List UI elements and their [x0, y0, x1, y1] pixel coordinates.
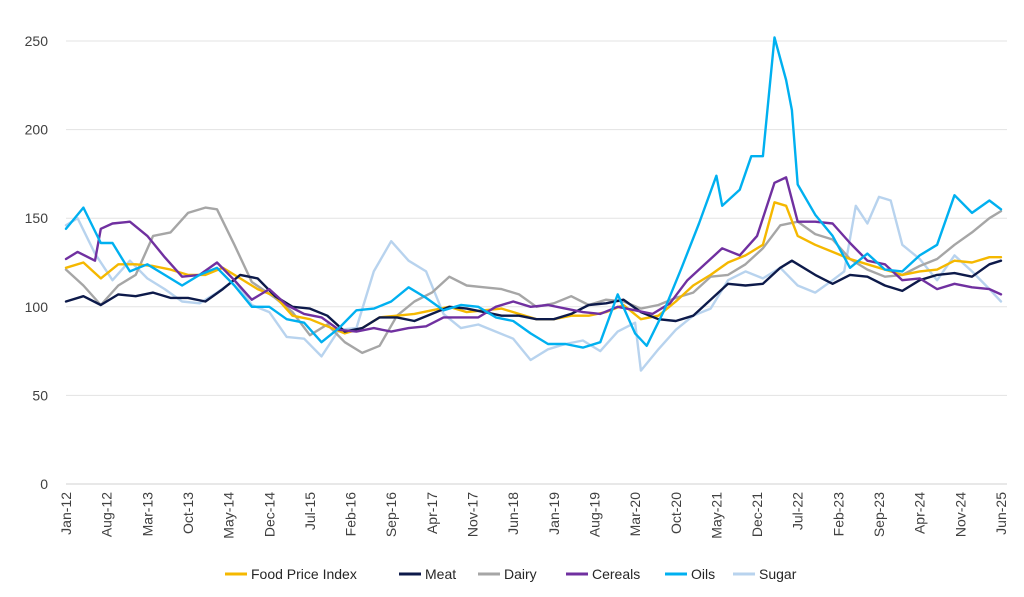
series-line-oils [64, 36, 1003, 349]
x-tick-label: Aug-12 [99, 492, 115, 537]
legend-item: Food Price Index [225, 566, 357, 582]
x-tick-label: Jul-15 [302, 492, 318, 530]
legend-label: Food Price Index [251, 566, 357, 582]
x-tick-label: Apr-24 [912, 492, 928, 534]
series-lines [64, 36, 1003, 372]
series-line-sugar [64, 195, 1003, 372]
y-tick-label: 0 [40, 476, 48, 492]
x-tick-label: May-21 [708, 492, 724, 539]
legend-item: Sugar [733, 566, 797, 582]
x-tick-label: Nov-24 [952, 492, 968, 537]
legend-label: Oils [691, 566, 715, 582]
legend-item: Cereals [566, 566, 640, 582]
x-tick-label: Mar-13 [139, 492, 155, 537]
series-line-dairy [64, 206, 1003, 355]
x-tick-label: Sep-23 [871, 492, 887, 537]
legend-item: Oils [665, 566, 715, 582]
x-tick-label: Nov-17 [465, 492, 481, 537]
x-tick-label: Jan-12 [58, 492, 74, 535]
x-tick-label: Apr-17 [424, 492, 440, 534]
x-tick-label: Oct-20 [668, 492, 684, 534]
x-tick-label: Aug-19 [586, 492, 602, 537]
legend-label: Meat [425, 566, 456, 582]
series-line-cereals [64, 176, 1003, 333]
legend-label: Dairy [504, 566, 537, 582]
x-tick-label: Jun-25 [993, 492, 1009, 535]
y-tick-label: 50 [32, 387, 48, 403]
legend-item: Meat [399, 566, 456, 582]
x-tick-label: Dec-21 [749, 492, 765, 537]
x-tick-label: Mar-20 [627, 492, 643, 537]
x-tick-label: Dec-14 [261, 492, 277, 537]
y-tick-label: 150 [25, 210, 49, 226]
legend-label: Cereals [592, 566, 640, 582]
y-tick-label: 250 [25, 33, 49, 49]
series-line-food-price-index [64, 201, 1003, 335]
y-tick-label: 200 [25, 122, 49, 138]
series-line-meat [64, 259, 1003, 333]
x-tick-label: Jan-19 [546, 492, 562, 535]
x-tick-label: Oct-13 [180, 492, 196, 534]
legend-label: Sugar [759, 566, 797, 582]
x-tick-label: Sep-16 [383, 492, 399, 537]
legend: Food Price Index Meat Dairy Cereals Oils Suga… [225, 566, 797, 582]
y-tick-label: 100 [25, 299, 49, 315]
y-axis: 0 50 100 150 200 250 [25, 33, 49, 492]
x-tick-label: Feb-16 [343, 492, 359, 537]
x-tick-label: Feb-23 [830, 492, 846, 537]
x-tick-label: Jul-22 [790, 492, 806, 530]
legend-item: Dairy [478, 566, 537, 582]
x-axis: Jan-12 Aug-12 Mar-13 Oct-13 May-14 Dec-14 Jul-… [58, 492, 1009, 539]
x-tick-label: Jun-18 [505, 492, 521, 535]
gridlines [66, 40, 1007, 485]
x-tick-label: May-14 [221, 492, 237, 539]
